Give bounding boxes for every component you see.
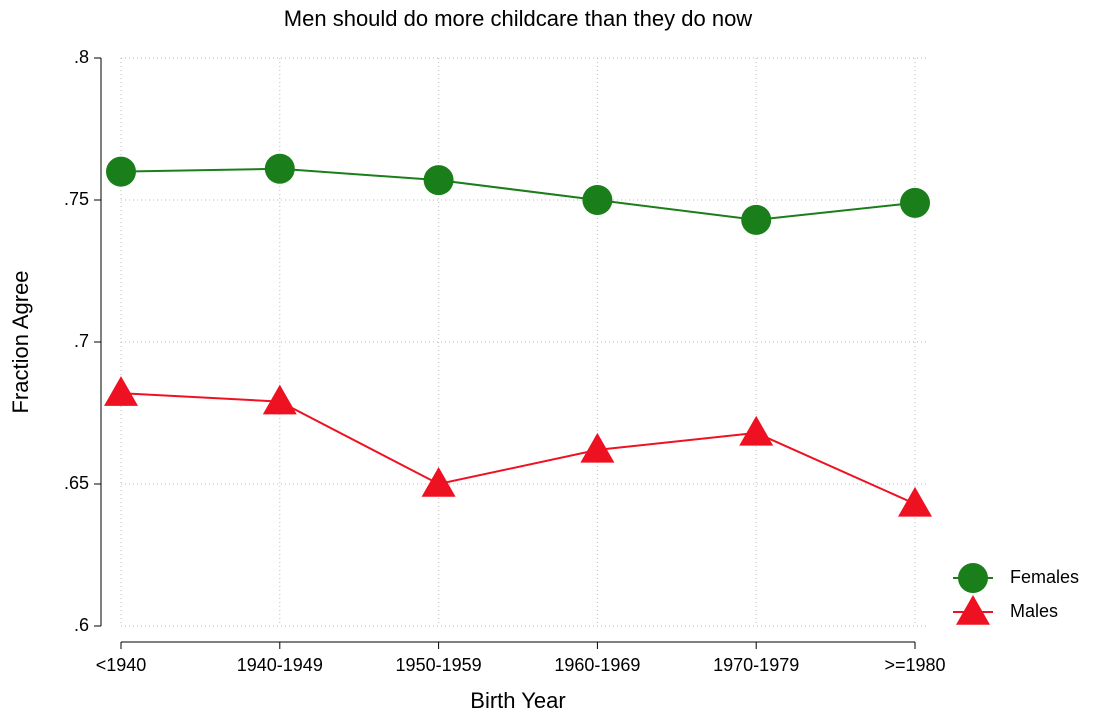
x-tick-label: 1960-1969 xyxy=(554,655,640,675)
data-point xyxy=(741,204,772,235)
series-line xyxy=(120,167,916,221)
x-tick-label: 1950-1959 xyxy=(396,655,482,675)
y-tick-label: .7 xyxy=(74,331,89,351)
series-line xyxy=(120,392,916,505)
x-axis-label: Birth Year xyxy=(470,688,565,713)
x-tick-label: >=1980 xyxy=(884,655,945,675)
data-point xyxy=(900,187,930,218)
x-tick-label: 1940-1949 xyxy=(237,655,323,675)
data-point xyxy=(262,384,297,415)
legend-marker xyxy=(956,595,990,625)
chart-title: Men should do more childcare than they d… xyxy=(284,6,753,31)
y-tick-label: .8 xyxy=(74,47,89,67)
data-point xyxy=(423,165,454,196)
data-point xyxy=(580,432,615,463)
x-tick-label: <1940 xyxy=(96,655,147,675)
data-point xyxy=(898,486,932,517)
data-point xyxy=(104,376,138,406)
y-tick-label: .65 xyxy=(64,473,89,493)
legend-marker xyxy=(958,563,988,593)
data-point xyxy=(739,415,774,446)
y-tick-label: .75 xyxy=(64,189,89,209)
data-point xyxy=(264,153,295,184)
y-axis-label: Fraction Agree xyxy=(8,270,33,413)
data-point xyxy=(106,156,136,187)
legend-label: Males xyxy=(1010,601,1058,621)
x-tick-label: 1970-1979 xyxy=(713,655,799,675)
y-tick-label: .6 xyxy=(74,615,89,635)
data-point xyxy=(421,467,456,497)
data-point xyxy=(582,185,613,215)
legend-label: Females xyxy=(1010,567,1079,587)
